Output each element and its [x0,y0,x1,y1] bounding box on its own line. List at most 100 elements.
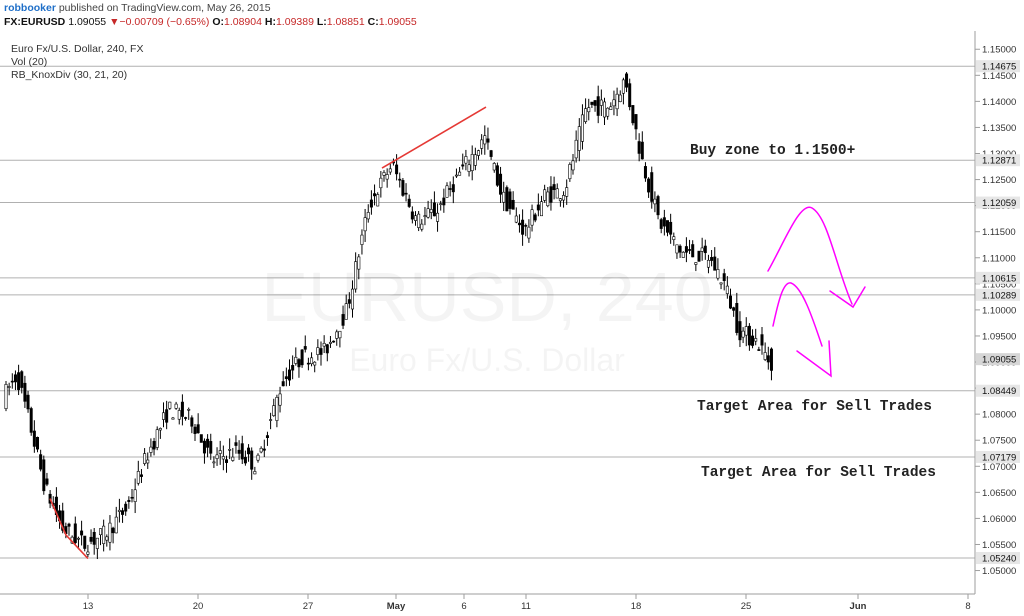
candle-body [366,212,370,220]
candle-body [92,531,96,545]
candle-body [171,417,175,420]
candle-body [568,164,572,180]
candle-body [454,174,458,177]
candle-body [688,249,692,251]
x-tick-label: Jun [850,601,867,612]
candle-body [458,171,462,176]
candle-body [584,108,588,122]
y-tick-label: 1.12500 [982,175,1016,186]
legend-series: Euro Fx/U.S. Dollar, 240, FX [11,43,144,55]
level-badge [976,196,1020,209]
candle-body [521,219,525,235]
candle-body [552,184,556,191]
candle-body [124,503,128,512]
x-tick-label: May [387,601,406,612]
candle-body [681,251,685,258]
high-label: H: [264,16,276,28]
candle-body [719,282,723,285]
candle-body [45,478,49,485]
candle-body [291,365,295,371]
candle-body [303,346,307,350]
candle-body [741,330,745,338]
time-axis[interactable]: 13 20 27 May 6 11 18 25 Jun 8 [83,594,971,612]
candle-body [628,83,632,108]
candle-body [634,114,638,130]
candle-body [278,393,282,406]
candle-body [480,139,484,149]
candle-body [357,256,361,270]
close-value: 1.09055 [378,16,417,28]
sell-target-annotation-2: Target Area for Sell Trades [701,465,936,481]
candle-body [149,446,153,453]
candle-body [659,219,663,229]
divergence-line[interactable] [381,106,487,169]
candle-body [738,321,742,341]
level-label: 1.05240 [982,554,1016,565]
level-badge [976,384,1020,397]
candle-body [473,154,477,166]
close-label: C: [367,16,379,28]
y-tick-label: 1.15000 [982,45,1016,56]
x-tick-label: 8 [965,601,970,612]
candle-body [429,209,433,213]
candle-body [265,435,269,439]
candle-body [432,202,436,217]
candle-body [61,510,65,531]
candle-body [508,191,512,209]
candle-body [385,174,389,180]
candle-body [228,449,232,451]
candle-body [751,335,755,346]
buy-zone-annotation: Buy zone to 1.1500+ [690,143,855,159]
candle-body [13,374,17,383]
candle-body [558,198,562,202]
y-tick-label: 1.13500 [982,123,1016,134]
candle-body [505,187,509,212]
candle-body [341,314,345,326]
candle-body [67,523,71,527]
symbol-label[interactable]: FX:EURUSD [4,16,66,28]
candle-body [492,163,496,171]
candle-body [665,220,669,233]
candle-body [495,165,499,186]
candle-body [606,107,610,117]
candle-body [388,168,392,173]
candle-body [127,499,131,503]
candle-body [656,196,660,216]
level-label: 1.10289 [982,290,1016,301]
candle-body [669,221,673,235]
chart-area[interactable]: EURUSD, 240 Euro Fx/U.S. Dollar Buy zone… [0,31,1024,616]
candle-body [694,262,698,265]
candle-body [221,456,225,460]
x-tick-label: 6 [461,601,466,612]
x-tick-label: 27 [303,601,314,612]
price-chart[interactable]: EURUSD, 240 Euro Fx/U.S. Dollar Buy zone… [0,31,1024,616]
candle-body [42,459,46,492]
candle-body [152,441,156,450]
divergence-line[interactable] [49,498,89,560]
candle-body [196,424,200,434]
candle-body [562,195,566,201]
candle-body [609,106,613,110]
candle-body [549,186,553,203]
y-tick-label: 1.05000 [982,566,1016,577]
candle-body [328,341,332,344]
candle-body [187,408,191,411]
watermark-name: Euro Fx/U.S. Dollar [349,342,625,378]
candle-body [199,434,203,443]
candle-body [240,443,244,460]
candle-body [379,177,383,189]
candle-body [461,164,465,167]
candle-body [162,412,166,420]
candle-body [297,359,301,368]
author-link[interactable]: robbooker [4,2,56,14]
upper-arrowhead-icon [829,286,866,309]
candle-body [546,191,550,207]
candle-body [284,376,288,380]
candle-body [360,234,364,245]
low-label: L: [316,16,327,28]
candle-body [678,245,682,253]
candle-body [621,79,625,94]
price-axis[interactable]: 1.150001.145001.140001.135001.130001.125… [975,45,1020,577]
candle-body [253,471,257,475]
candle-body [39,454,43,470]
